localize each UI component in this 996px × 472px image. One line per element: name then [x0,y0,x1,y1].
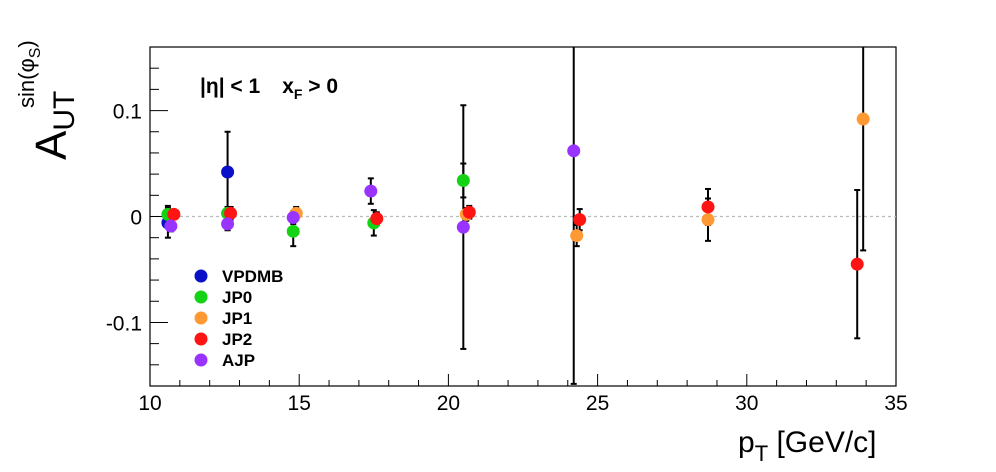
point-jp0 [286,224,300,238]
x-title-main: p [738,426,755,459]
legend-marker-jp2 [194,332,208,346]
y-title-main: A [27,130,76,160]
point-jp1 [570,229,584,243]
legend-marker-jp0 [194,290,208,304]
x-tick-label: 25 [586,392,609,415]
x-tick-label: 15 [288,392,311,415]
point-ajp [567,144,581,158]
x-tick-label: 35 [884,392,907,415]
legend-marker-jp1 [194,311,208,325]
point-jp0 [456,173,470,187]
x-title-rest: [GeV/c] [768,426,876,459]
x-tick-label: 20 [437,392,460,415]
point-jp2 [370,212,384,226]
point-jp2 [701,200,715,214]
y-tick-labels: -0.1 0 0.1 [106,101,142,336]
point-jp1 [856,112,870,126]
xf-cut: > 0 [302,75,338,98]
point-ajp [164,219,178,233]
point-jp2 [224,206,238,220]
point-jp2 [167,207,181,221]
legend-label-jp0: JP0 [222,288,252,307]
legend-label-jp1: JP1 [222,309,252,328]
point-ajp [456,220,470,234]
legend: VPDMB JP0 JP1 JP2 AJP [194,267,283,370]
y-title-supsub: S [27,48,44,59]
eta-cut: |η| < 1 [200,75,261,98]
axis-ticks [149,46,897,387]
y-tick-label: -0.1 [106,312,142,335]
legend-label-jp2: JP2 [222,330,252,349]
y-axis-title-superscript: sin(φS) [14,40,44,108]
point-ajp [364,184,378,198]
legend-label-ajp: AJP [222,351,255,370]
y-title-sub: UT [48,91,81,131]
point-jp1 [701,213,715,227]
point-jp2 [462,205,476,219]
y-tick-label: 0 [130,207,142,230]
error-bars [164,47,867,385]
y-title-supclose: ) [14,40,39,47]
y-tick-label: 0.1 [113,101,142,124]
x-tick-labels: 10 15 20 25 30 35 [138,392,907,415]
xf-subscript: F [294,86,303,102]
xf-symbol: x [282,75,294,98]
point-vpdmb [221,165,235,179]
x-axis-title: pT [GeV/c] [738,426,877,466]
x-title-sub: T [755,441,768,466]
x-tick-label: 10 [138,392,161,415]
data-points [161,112,870,271]
legend-label-vpdmb: VPDMB [222,267,283,286]
point-jp2 [850,257,864,271]
point-ajp [286,211,300,225]
legend-marker-ajp [194,353,208,367]
cut-annotation: |η| < 1 xF > 0 [200,75,338,102]
point-jp2 [573,213,587,227]
y-axis-title: AUT [27,91,81,160]
y-title-sup: sin(φ [14,58,39,108]
x-tick-label: 30 [735,392,758,415]
legend-marker-vpdmb [194,269,208,283]
point-ajp [221,217,235,231]
